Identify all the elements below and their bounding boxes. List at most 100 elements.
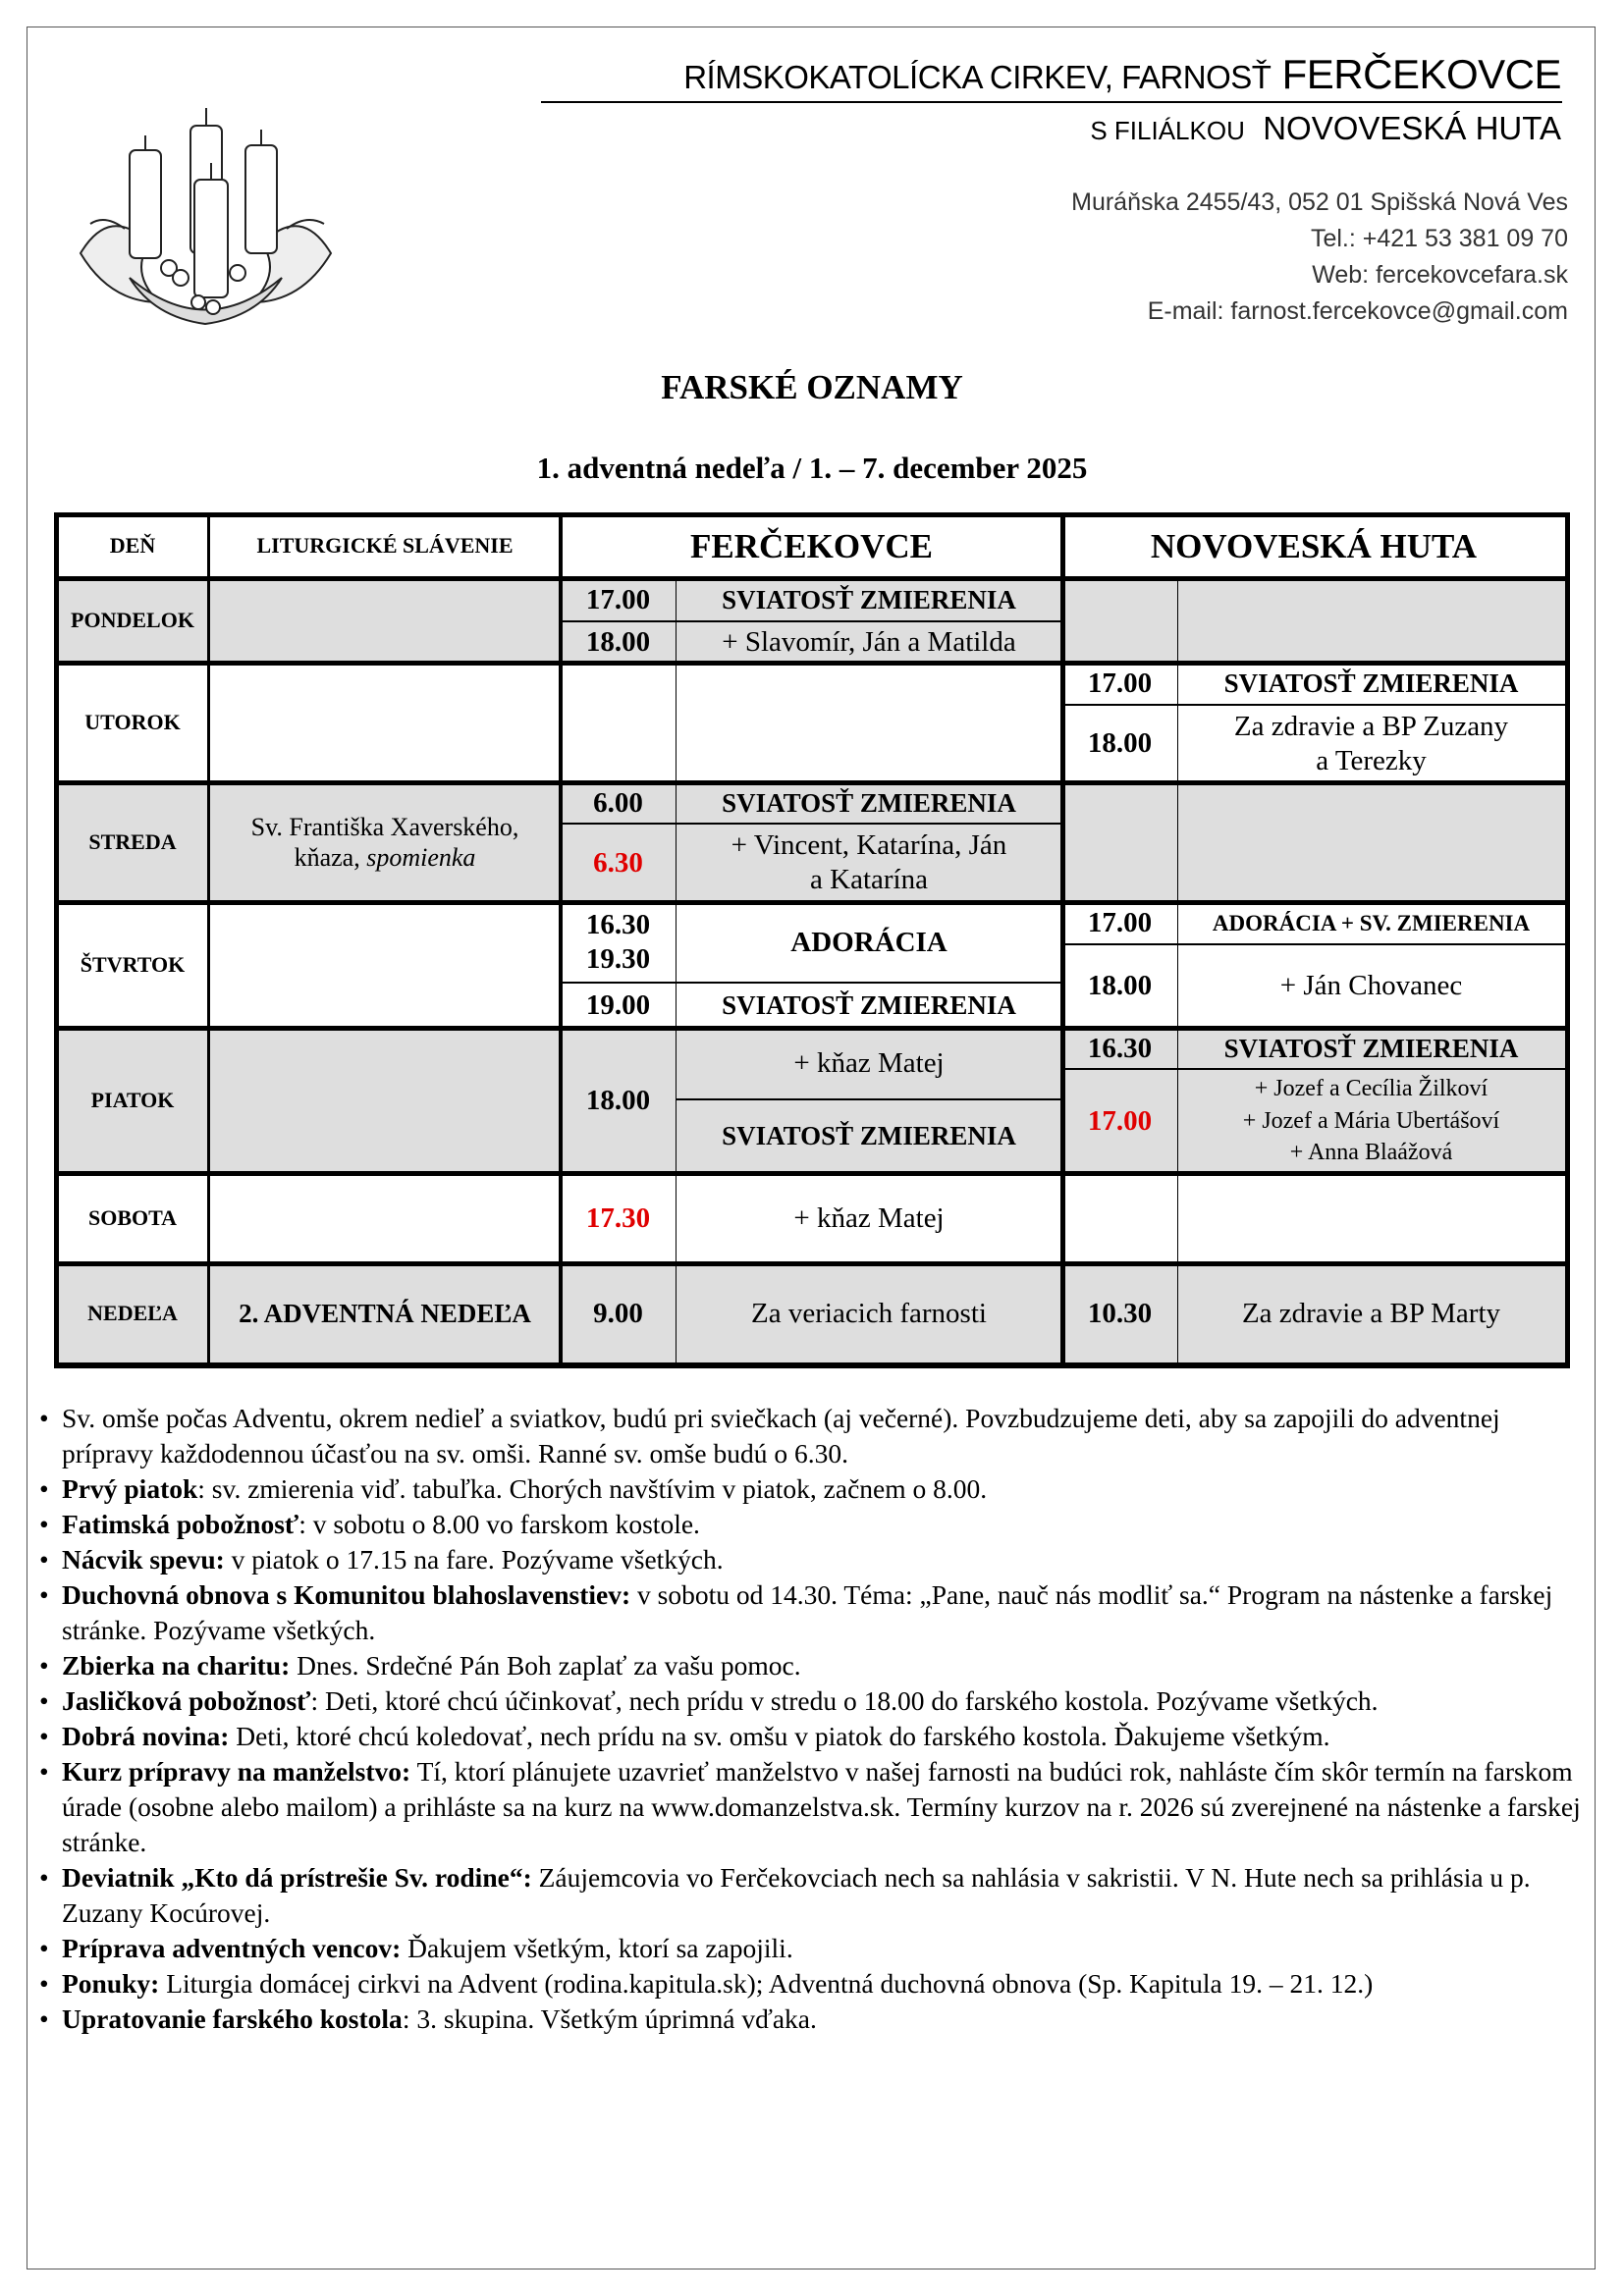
announcement: • Fatimská pobožnosť: v sobotu o 8.00 vo … [39,1509,700,1539]
announcement: • Ponuky: Liturgia domácej cirkvi na Adve… [39,1968,1374,1999]
event: SVIATOSŤ ZMIERENIA [722,787,1016,818]
intention-line: + Jozef a Cecília Žilkoví [1254,1076,1489,1102]
sub-prefix: s filiálkou [1090,116,1245,145]
mass-intention: + Vincent, Katarína, Ján a Katarína [676,824,1062,902]
day-streda: STREDA [88,828,177,854]
event: SVIATOSŤ ZMIERENIA [722,584,1016,614]
telephone: Tel.: +421 53 381 09 70 [1310,225,1568,252]
announcement: • Duchovná obnova s Komunitou blahoslaven… [39,1579,1553,1645]
time: 9.00 [593,1298,643,1330]
parish-title: Rímskokatolícka cirkev, farnosť FERČEKOV… [683,51,1561,98]
row-divider [54,900,1570,905]
row-bg-streda [56,782,1565,902]
col-divider [1060,512,1065,1368]
time-highlighted: 17.30 [585,1201,651,1234]
announcement: • Upratovanie farského kostola: 3. skupin… [39,2003,817,2034]
mass-intention: + Ján Chovanec [1279,970,1463,1002]
time: 19.00 [585,988,651,1021]
row-bg-nedela [56,1263,1565,1364]
time-highlighted: 17.00 [1087,1104,1153,1137]
mass-intention: + kňaz Matej [793,1047,945,1080]
subrow-divider [561,823,1062,825]
website: Web: fercekovcefara.sk [1312,261,1568,289]
intention-line: + Jozef a Mária Ubertášoví [1242,1107,1500,1134]
mass-intention: + Jozef a Cecília Žilkoví + Jozef a Mária… [1177,1069,1565,1173]
header-fercekovce: FERČEKOVCE [690,526,933,565]
row-divider [54,780,1570,785]
col-divider [1177,578,1178,1363]
table-border [54,512,1570,517]
time: 16.30 [585,909,651,941]
mass-intention: Za zdravie a BP Marty [1241,1298,1501,1330]
title-parish: FERČEKOVCE [1281,51,1562,97]
advent-wreath-logo [79,108,333,326]
intention-line: Za zdravie a BP Zuzany [1233,710,1509,742]
subrow-divider [1062,704,1565,706]
title-prefix: Rímskokatolícka cirkev, farnosť [683,59,1272,95]
announcement: • Prvý piatok: sv. zmierenia viď. tabuľka… [39,1473,988,1504]
day-pondelok: PONDELOK [71,607,194,632]
col-divider [676,578,677,1363]
header-liturgy: LITURGICKÉ SLÁVENIE [256,533,514,559]
event: SVIATOSŤ ZMIERENIA [1223,1033,1519,1063]
day-stvrtok: ŠTVRTOK [80,951,186,977]
subrow-divider [561,620,1062,622]
time: 18.00 [585,1084,651,1116]
subrow-divider [561,982,1062,984]
header-rule [541,101,1562,103]
intention-line: a Katarína [810,864,928,895]
address: Muráňska 2455/43, 052 01 Spišská Nová Ve… [1071,188,1568,216]
email: E-mail: farnost.fercekovce@gmail.com [1147,297,1568,325]
table-border [54,1362,1570,1368]
time: 17.00 [1087,907,1153,939]
announcements-list: • Sv. omše počas Adventu, okrem nedieľ a … [39,1401,1591,2037]
subrow-divider [676,1098,1062,1100]
time: 10.30 [1087,1298,1153,1330]
liturgy-line: Sv. Františka Xaverského, [250,812,519,841]
time: 19.30 [585,943,651,975]
subrow-divider [1062,943,1565,945]
mass-intention: + Slavomír, Ján a Matilda [722,625,1016,658]
page-border [27,27,1596,2269]
row-divider [54,1026,1570,1031]
subrow-divider [1062,1068,1565,1070]
day-nedela: NEDEĽA [87,1301,178,1326]
time: 18.00 [1087,727,1153,760]
event: SVIATOSŤ ZMIERENIA [722,1121,1016,1151]
time: 17.00 [1087,667,1153,700]
intention-line: a Terezky [1316,744,1427,776]
day-piatok: PIATOK [90,1087,175,1112]
announcement: • Dobrá novina: Deti, ktoré chcú koledova… [39,1721,1330,1751]
time: 18.00 [585,625,651,658]
time-highlighted: 6.30 [593,846,643,879]
document-title: FARSKÉ OZNAMY [661,368,963,406]
intention-line: + Anna Blaážová [1289,1140,1453,1166]
mass-intention: Za zdravie a BP Zuzany a Terezky [1177,705,1565,782]
announcement: • Kurz prípravy na manželstvo: Tí, ktorí … [39,1756,1581,1857]
col-divider [559,512,563,1368]
announcement: • Deviatnik „Kto dá prístrešie Sv. rodine… [39,1862,1531,1928]
liturgy-line: kňaza, [294,843,360,872]
liturgy-rank: spomienka [366,843,476,872]
liturgy-streda: Sv. Františka Xaverského, kňaza, spomienk… [209,782,561,902]
event: SVIATOSŤ ZMIERENIA [1223,668,1519,699]
document-subtitle: 1. adventná nedeľa / 1. – 7. december 20… [536,451,1088,485]
header-day: DEŇ [109,533,156,559]
sub-filial: NOVOVESKÁ HUTA [1263,110,1561,146]
intention-line: + Vincent, Katarína, Ján [731,829,1007,862]
time: 18.00 [1087,970,1153,1002]
mass-intention: + kňaz Matej [793,1201,945,1234]
announcement: • Jasličková pobožnosť: Deti, ktoré chcú … [39,1685,1379,1716]
announcement: • Zbierka na charitu: Dnes. Srdečné Pán B… [39,1650,801,1681]
liturgy-nedela: 2. ADVENTNÁ NEDEĽA [239,1299,531,1329]
event: ADORÁCIA + SV. ZMIERENIA [1212,910,1531,935]
time: 17.00 [585,583,651,615]
mass-intention: Za veriacich farnosti [751,1298,987,1330]
time: 16.30 [1087,1032,1153,1064]
parish-subtitle: s filiálkou NOVOVESKÁ HUTA [1090,110,1561,147]
day-sobota: SOBOTA [87,1204,178,1230]
announcement: • Príprava adventných vencov: Ďakujem vše… [39,1933,793,1963]
announcement: • Sv. omše počas Adventu, okrem nedieľ a … [39,1403,1500,1468]
table-border [54,512,59,1368]
time: 6.00 [593,786,643,819]
